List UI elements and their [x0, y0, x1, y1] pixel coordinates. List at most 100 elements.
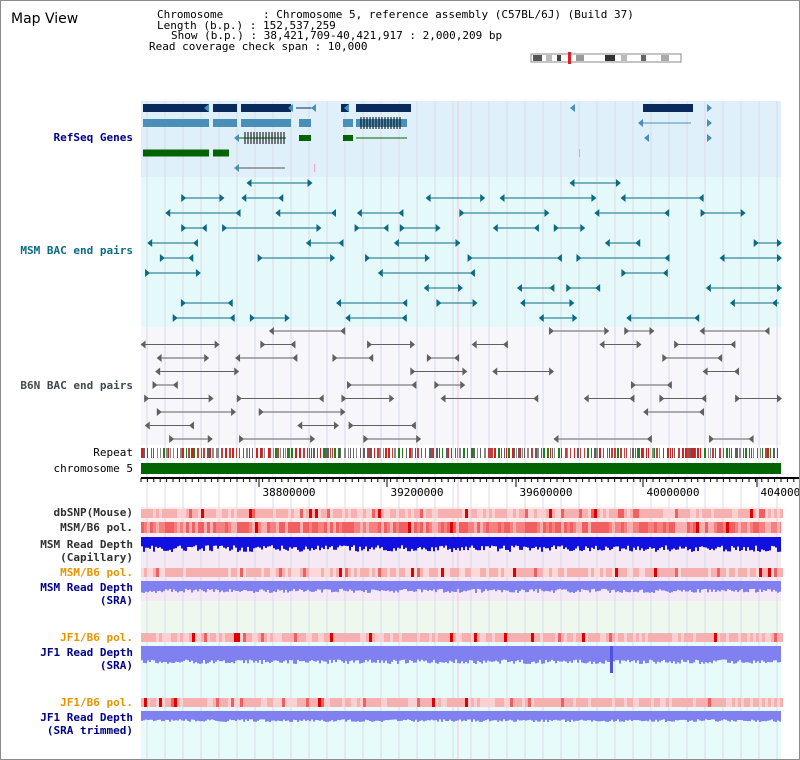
track-label-msm-pol-2[interactable]: MSM/B6 pol.	[60, 566, 133, 579]
repeat-element	[363, 448, 365, 458]
strip-cell	[411, 633, 414, 642]
depth-bar	[563, 711, 565, 720]
depth-bar	[647, 581, 649, 593]
strip-cell	[300, 698, 303, 707]
strip-cell	[342, 522, 345, 533]
depth-bar	[207, 581, 209, 590]
strip-cell	[156, 522, 159, 533]
strip-cell	[525, 509, 528, 518]
track-label-msm-pol[interactable]: MSM/B6 pol.	[60, 521, 133, 534]
strip-cell	[168, 568, 171, 577]
depth-bar	[147, 646, 149, 661]
strip-cell	[780, 509, 783, 518]
strip-cell	[213, 633, 216, 642]
gene-arrow	[638, 119, 643, 127]
track-label-msm-depth-capillary[interactable]: MSM Read Depth	[40, 538, 133, 551]
depth-bar	[189, 646, 191, 662]
depth-bar	[437, 537, 439, 551]
track-label-msm-bac[interactable]: MSM BAC end pairs	[20, 244, 133, 257]
depth-bar	[519, 711, 521, 721]
strip-cell	[777, 633, 780, 642]
strip-cell	[705, 633, 708, 642]
strip-cell	[144, 698, 147, 707]
track-label-jf1-depth-trim[interactable]: JF1 Read Depth	[40, 711, 133, 724]
depth-bar	[363, 711, 365, 722]
depth-bar	[445, 537, 447, 546]
strip-cell	[591, 633, 594, 642]
strip-cell	[663, 522, 666, 533]
strip-cell	[675, 568, 678, 577]
strip-cell	[246, 509, 249, 518]
depth-bar	[431, 537, 433, 548]
depth-bar	[441, 711, 443, 722]
strip-cell	[561, 509, 564, 518]
depth-bar	[245, 537, 247, 552]
depth-bar	[397, 711, 399, 722]
depth-bar	[299, 646, 301, 662]
depth-bar	[253, 646, 255, 663]
depth-bar	[435, 711, 437, 721]
strip-cell	[525, 698, 528, 707]
bac-end-arrow	[152, 381, 158, 389]
track-label-repeat[interactable]: Repeat	[93, 446, 133, 459]
bac-end-arrow	[698, 408, 704, 416]
depth-bar	[163, 581, 165, 591]
bac-end-arrow	[207, 435, 213, 443]
track-label-dbsnp[interactable]: dbSNP(Mouse)	[53, 506, 133, 519]
depth-bar	[361, 646, 363, 663]
strip-cell	[669, 633, 672, 642]
repeat-element	[356, 448, 357, 458]
strip-cell	[177, 698, 180, 707]
track-label-refseq-genes[interactable]: RefSeq Genes	[53, 131, 133, 144]
depth-bar	[735, 646, 737, 664]
strip-cell	[264, 633, 267, 642]
depth-bar	[705, 537, 707, 548]
bac-end-arrow	[363, 435, 369, 443]
depth-bar	[581, 646, 583, 663]
depth-bar	[195, 581, 197, 590]
strip-cell	[678, 698, 681, 707]
depth-bar	[499, 646, 501, 664]
depth-bar	[517, 537, 519, 547]
track-label-msm-depth-sra[interactable]: MSM Read Depth	[40, 581, 133, 594]
depth-bar	[425, 537, 427, 550]
depth-bar	[641, 711, 643, 722]
depth-bar	[221, 581, 223, 591]
depth-bar	[767, 646, 769, 662]
depth-bar	[691, 537, 693, 552]
depth-bar	[459, 581, 461, 593]
depth-bar	[191, 646, 193, 661]
track-label-jf1-pol[interactable]: JF1/B6 pol.	[60, 631, 133, 644]
strip-cell	[732, 522, 735, 533]
depth-bar	[353, 646, 355, 663]
repeat-element	[353, 448, 354, 458]
depth-spike	[610, 646, 613, 673]
repeat-element	[287, 448, 289, 458]
depth-bar	[651, 646, 653, 661]
depth-bar	[453, 581, 455, 592]
repeat-element	[749, 448, 750, 458]
depth-bar	[157, 537, 159, 549]
depth-bar	[565, 581, 567, 590]
repeat-element	[541, 448, 542, 458]
depth-bar	[737, 711, 739, 720]
track-label-b6n-bac[interactable]: B6N BAC end pairs	[20, 379, 133, 392]
depth-bar	[583, 711, 585, 721]
depth-bar	[161, 711, 163, 722]
track-label-jf1-depth-sra[interactable]: JF1 Read Depth	[40, 646, 133, 659]
track-label-chromosome[interactable]: chromosome 5	[53, 462, 133, 475]
strip-cell	[162, 509, 165, 518]
depth-bar	[779, 646, 781, 663]
strip-cell	[366, 698, 369, 707]
gene-exon	[356, 104, 411, 112]
strip-cell	[687, 633, 690, 642]
strip-cell	[495, 509, 498, 518]
depth-bar	[629, 711, 631, 720]
bac-end-arrow	[389, 394, 395, 403]
track-label-jf1-pol-2[interactable]: JF1/B6 pol.	[60, 696, 133, 709]
repeat-element	[524, 448, 525, 458]
strip-cell	[213, 698, 216, 707]
depth-bar	[185, 537, 187, 551]
repeat-element	[695, 448, 696, 458]
